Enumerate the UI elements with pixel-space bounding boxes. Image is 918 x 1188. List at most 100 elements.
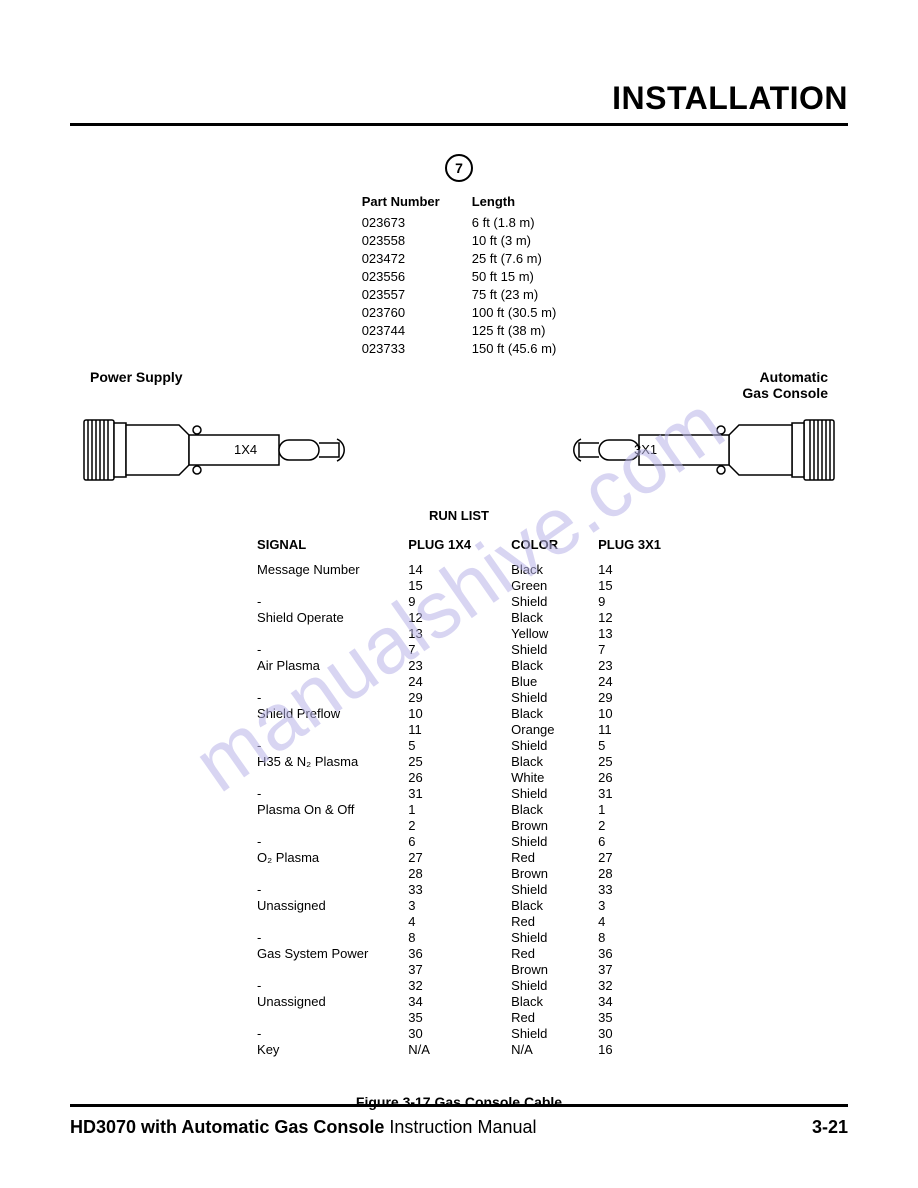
table-row: -31Shield31 bbox=[257, 786, 661, 802]
table-cell: - bbox=[257, 978, 408, 994]
table-cell: 6 ft (1.8 m) bbox=[472, 215, 557, 231]
table-cell: Red bbox=[511, 1010, 598, 1026]
table-cell: Orange bbox=[511, 722, 598, 738]
table-row: 26White26 bbox=[257, 770, 661, 786]
table-cell: 33 bbox=[408, 882, 511, 898]
table-cell: Black bbox=[511, 658, 598, 674]
table-cell: Brown bbox=[511, 818, 598, 834]
page-footer: HD3070 with Automatic Gas Console Instru… bbox=[70, 1104, 848, 1138]
table-cell: Black bbox=[511, 994, 598, 1010]
table-row: 02355775 ft (23 m) bbox=[362, 287, 557, 303]
table-row: -29Shield29 bbox=[257, 690, 661, 706]
table-row: 02355650 ft 15 m) bbox=[362, 269, 557, 285]
table-cell: 34 bbox=[408, 994, 511, 1010]
table-cell: Shield bbox=[511, 834, 598, 850]
table-cell: 12 bbox=[408, 610, 511, 626]
table-row: 023733150 ft (45.6 m) bbox=[362, 341, 557, 357]
table-cell: Yellow bbox=[511, 626, 598, 642]
table-cell: 6 bbox=[408, 834, 511, 850]
table-cell: Red bbox=[511, 946, 598, 962]
connector-labels: Power Supply Automatic Gas Console bbox=[70, 369, 848, 401]
table-row: Unassigned3Black3 bbox=[257, 898, 661, 914]
page-number: 3-21 bbox=[812, 1117, 848, 1138]
table-cell: Red bbox=[511, 850, 598, 866]
parts-table: Part Number Length 0236736 ft (1.8 m)023… bbox=[360, 192, 559, 359]
table-cell: 30 bbox=[598, 1026, 661, 1042]
table-cell: Green bbox=[511, 578, 598, 594]
table-cell: 37 bbox=[408, 962, 511, 978]
table-cell: 023760 bbox=[362, 305, 470, 321]
cable-diagram: 1X4 3X1 bbox=[70, 405, 848, 495]
table-row: KeyN/AN/A16 bbox=[257, 1042, 661, 1058]
table-cell: 10 ft (3 m) bbox=[472, 233, 557, 249]
table-row: 4Red4 bbox=[257, 914, 661, 930]
table-cell: - bbox=[257, 642, 408, 658]
table-row: -8Shield8 bbox=[257, 930, 661, 946]
section-title: INSTALLATION bbox=[70, 80, 848, 117]
table-cell: 023556 bbox=[362, 269, 470, 285]
run-list-title: RUN LIST bbox=[70, 508, 848, 523]
table-cell: 9 bbox=[408, 594, 511, 610]
table-cell: 16 bbox=[598, 1042, 661, 1058]
table-cell: 7 bbox=[598, 642, 661, 658]
table-row: 023760100 ft (30.5 m) bbox=[362, 305, 557, 321]
table-cell: 75 ft (23 m) bbox=[472, 287, 557, 303]
table-cell: 28 bbox=[408, 866, 511, 882]
table-row: Unassigned34Black34 bbox=[257, 994, 661, 1010]
table-row: Plasma On & Off1Black1 bbox=[257, 802, 661, 818]
table-cell: 27 bbox=[598, 850, 661, 866]
table-row: 023744125 ft (38 m) bbox=[362, 323, 557, 339]
table-cell: 32 bbox=[408, 978, 511, 994]
plug-label-right: 3X1 bbox=[634, 442, 657, 457]
table-cell: 11 bbox=[598, 722, 661, 738]
table-cell: 5 bbox=[408, 738, 511, 754]
table-cell: Shield bbox=[511, 930, 598, 946]
table-cell: 34 bbox=[598, 994, 661, 1010]
run-list-table: SIGNAL PLUG 1X4 COLOR PLUG 3X1 Message N… bbox=[257, 537, 661, 1058]
table-cell: 023557 bbox=[362, 287, 470, 303]
footer-manual: Instruction Manual bbox=[384, 1117, 536, 1137]
table-cell: 4 bbox=[408, 914, 511, 930]
table-row: 02347225 ft (7.6 m) bbox=[362, 251, 557, 267]
table-cell: - bbox=[257, 738, 408, 754]
table-cell: Black bbox=[511, 898, 598, 914]
table-cell: - bbox=[257, 930, 408, 946]
table-cell: Shield bbox=[511, 978, 598, 994]
table-cell bbox=[257, 818, 408, 834]
label-power-supply: Power Supply bbox=[90, 369, 183, 401]
label-auto-line2: Gas Console bbox=[742, 385, 828, 401]
table-row: -5Shield5 bbox=[257, 738, 661, 754]
table-cell: Shield bbox=[511, 882, 598, 898]
table-cell: 6 bbox=[598, 834, 661, 850]
table-cell: 13 bbox=[598, 626, 661, 642]
table-cell: Plasma On & Off bbox=[257, 802, 408, 818]
table-cell: 023673 bbox=[362, 215, 470, 231]
table-cell: 37 bbox=[598, 962, 661, 978]
table-cell: 35 bbox=[408, 1010, 511, 1026]
table-cell: Shield bbox=[511, 690, 598, 706]
table-cell: 15 bbox=[408, 578, 511, 594]
table-cell: Black bbox=[511, 706, 598, 722]
table-cell: Black bbox=[511, 562, 598, 578]
table-cell: 32 bbox=[598, 978, 661, 994]
table-cell: 26 bbox=[408, 770, 511, 786]
table-cell: 25 bbox=[408, 754, 511, 770]
table-cell: 023558 bbox=[362, 233, 470, 249]
header-rule bbox=[70, 123, 848, 126]
table-cell bbox=[257, 626, 408, 642]
table-cell: 13 bbox=[408, 626, 511, 642]
parts-header-partnum: Part Number bbox=[362, 194, 470, 213]
table-cell: Shield bbox=[511, 642, 598, 658]
table-cell: Shield bbox=[511, 786, 598, 802]
table-cell: - bbox=[257, 690, 408, 706]
table-cell: 27 bbox=[408, 850, 511, 866]
table-cell: 30 bbox=[408, 1026, 511, 1042]
table-cell bbox=[257, 770, 408, 786]
table-cell: Gas System Power bbox=[257, 946, 408, 962]
table-cell: 35 bbox=[598, 1010, 661, 1026]
table-row: H35 & N₂ Plasma25Black25 bbox=[257, 754, 661, 770]
table-row: Shield Preflow10Black10 bbox=[257, 706, 661, 722]
table-cell: 1 bbox=[408, 802, 511, 818]
table-cell: Key bbox=[257, 1042, 408, 1058]
table-cell: Brown bbox=[511, 866, 598, 882]
